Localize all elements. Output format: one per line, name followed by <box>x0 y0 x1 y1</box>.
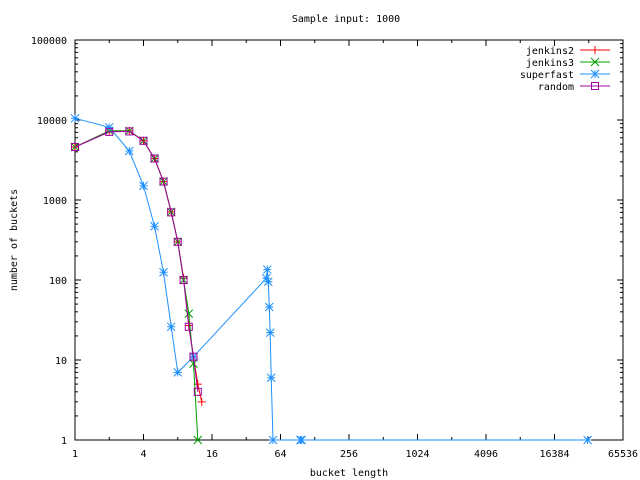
legend-marker-random <box>591 82 599 90</box>
series-line-jenkins2 <box>74 130 203 402</box>
data-point-random <box>125 127 134 136</box>
y-axis-label: number of buckets <box>9 189 20 291</box>
y-tick-label: 100 <box>49 276 67 287</box>
data-point-random <box>159 177 168 186</box>
data-point-random <box>139 136 148 145</box>
legend-marker-superfast <box>590 69 600 79</box>
legend-label-superfast: superfast <box>520 70 574 81</box>
data-point-superfast <box>583 435 592 445</box>
series-superfast <box>70 113 592 445</box>
y-tick-label: 1000 <box>43 196 67 207</box>
legend-label-jenkins2: jenkins2 <box>526 46 574 57</box>
data-point-jenkins3 <box>184 309 194 318</box>
data-point-superfast <box>150 221 159 231</box>
series-jenkins3 <box>70 126 203 445</box>
x-axis: 1 4 16 64 256 1024 4096 16384 65536 <box>72 40 638 460</box>
y-tick-label: 1 <box>61 436 67 447</box>
x-tick-label: 16384 <box>539 449 569 460</box>
data-point-superfast <box>173 368 183 377</box>
legend-marker-jenkins2 <box>591 46 599 54</box>
x-tick-label: 1024 <box>405 449 429 460</box>
data-point-random <box>173 237 182 246</box>
legend-label-jenkins3: jenkins3 <box>526 58 574 69</box>
data-point-superfast <box>264 302 274 312</box>
data-point-superfast <box>166 322 176 332</box>
x-tick-label: 4 <box>140 449 146 460</box>
plot-area <box>70 113 592 445</box>
data-point-superfast <box>104 122 114 132</box>
legend-label-random: random <box>538 82 574 93</box>
data-point-jenkins3 <box>189 359 198 369</box>
data-point-random <box>193 387 202 396</box>
data-point-superfast <box>297 435 306 445</box>
data-point-jenkins2 <box>197 397 206 406</box>
series-line-jenkins3 <box>74 130 199 441</box>
data-point-superfast <box>268 435 278 445</box>
data-point-random <box>150 154 159 163</box>
x-tick-label: 64 <box>274 449 286 460</box>
series-random <box>71 127 202 396</box>
data-point-random <box>71 142 79 151</box>
x-tick-label: 1 <box>72 449 78 460</box>
y-tick-label: 10000 <box>37 116 67 127</box>
chart-title: Sample input: 1000 <box>292 14 400 25</box>
data-point-superfast <box>265 328 275 337</box>
x-axis-label: bucket length <box>310 468 388 479</box>
x-tick-label: 65536 <box>608 449 638 460</box>
y-tick-label: 100000 <box>31 36 67 47</box>
data-point-superfast <box>266 373 276 383</box>
data-point-superfast <box>70 113 80 123</box>
x-tick-label: 4096 <box>474 449 498 460</box>
data-point-random <box>179 276 188 284</box>
legend-marker-jenkins3 <box>590 57 600 67</box>
x-tick-label: 16 <box>206 449 218 460</box>
series-line-superfast <box>74 117 588 441</box>
data-point-superfast <box>261 273 271 283</box>
data-point-superfast <box>263 277 273 287</box>
data-point-superfast <box>139 181 148 191</box>
data-point-superfast <box>124 146 134 156</box>
data-point-random <box>105 127 114 136</box>
y-axis: 1 10 100 1000 10000 100000 <box>31 36 623 447</box>
data-point-superfast <box>159 267 168 277</box>
data-point-superfast <box>262 265 272 274</box>
data-point-random <box>184 322 193 331</box>
y-tick-label: 10 <box>55 356 67 367</box>
data-point-random <box>189 352 198 361</box>
data-point-random <box>167 208 176 217</box>
x-tick-label: 256 <box>340 449 358 460</box>
series-line-random <box>74 130 199 392</box>
data-point-jenkins3 <box>193 435 203 445</box>
